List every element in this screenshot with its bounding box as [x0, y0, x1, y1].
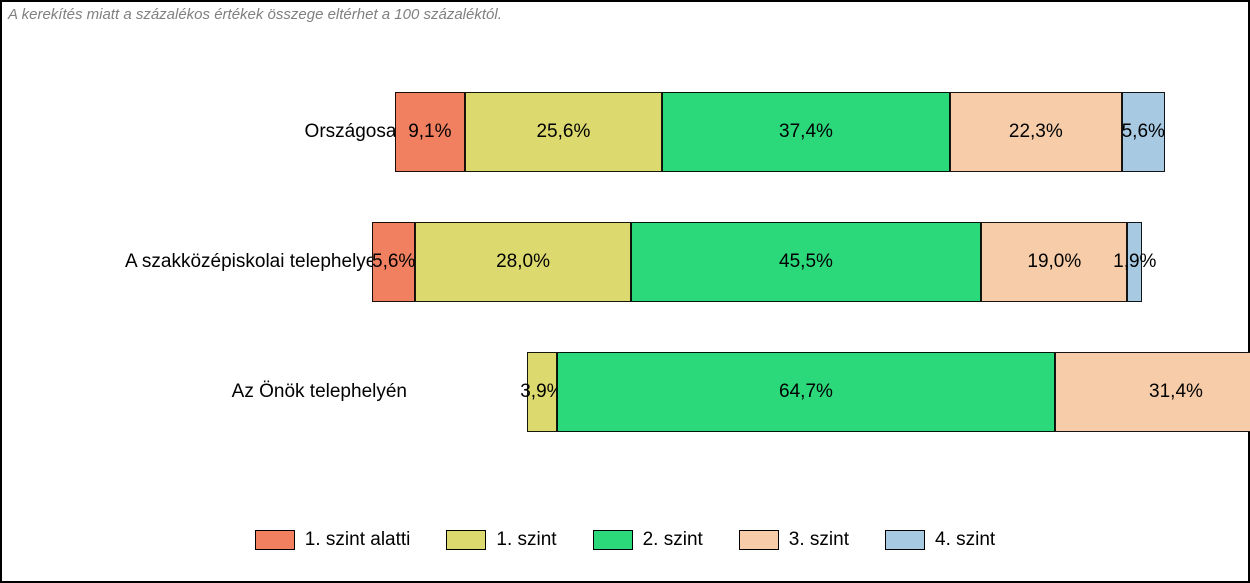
bar-segment-label: 25,6%: [536, 121, 590, 143]
legend-item: 3. szint: [739, 529, 849, 551]
bar-segment-label: 19,0%: [1027, 251, 1081, 273]
legend-item: 2. szint: [593, 529, 703, 551]
bar-segment: 5,6%: [1122, 92, 1165, 172]
bar-track: 3,9%64,7%31,4%: [421, 352, 1188, 432]
legend-swatch: [593, 530, 633, 550]
bar-segment: 25,6%: [465, 92, 662, 172]
bar-row: A szakközépiskolai telephelyeken5,6% 28,0…: [2, 222, 1188, 302]
bar-track: 5,6%28,0%45,5%19,0%1,9%: [421, 222, 1188, 302]
bar-segment-label: 37,4%: [779, 121, 833, 143]
bar-segment-label: 1,9%: [1113, 251, 1156, 273]
footnote-text: A kerekítés miatt a százalékos értékek ö…: [8, 6, 502, 23]
legend-label: 2. szint: [643, 529, 703, 551]
legend-label: 1. szint alatti: [305, 529, 411, 551]
bar-segment-label: 5,6%: [1122, 121, 1165, 143]
bar-segment: 31,4%: [1055, 352, 1250, 432]
bar-row-label: Az Önök telephelyén: [2, 381, 421, 403]
chart-frame: A kerekítés miatt a százalékos értékek ö…: [0, 0, 1250, 583]
bar-row: Országosan9,1% 25,6% 37,4% 22,3% 5,6%: [2, 92, 1188, 172]
bar-segment: 19,0%: [981, 222, 1127, 302]
bar-segment: 45,5%: [631, 222, 981, 302]
bar-segment: 37,4%: [662, 92, 950, 172]
legend-item: 1. szint alatti: [255, 529, 411, 551]
bar-segment-label: 5,6%: [372, 251, 415, 273]
legend-item: 4. szint: [885, 529, 995, 551]
bar-segment-label: 28,0%: [496, 251, 550, 273]
legend-label: 4. szint: [935, 529, 995, 551]
bar-segment-label: 22,3%: [1009, 121, 1063, 143]
legend-label: 3. szint: [789, 529, 849, 551]
bar-segment: 1,9%: [1127, 222, 1142, 302]
legend-swatch: [739, 530, 779, 550]
legend-label: 1. szint: [496, 529, 556, 551]
bar-row-label: A szakközépiskolai telephelyeken: [2, 251, 421, 273]
bar-segment-label: 31,4%: [1149, 381, 1203, 403]
legend-swatch: [255, 530, 295, 550]
bar-segment: 28,0%: [415, 222, 631, 302]
bar-segment: 64,7%: [557, 352, 1055, 432]
bar-row-label: Országosan: [2, 121, 421, 143]
bar-segment: 9,1%: [395, 92, 465, 172]
bar-row: Az Önök telephelyén3,9%64,7%31,4%: [2, 352, 1188, 432]
bar-segment: 5,6%: [372, 222, 415, 302]
legend-swatch: [446, 530, 486, 550]
chart-area: Országosan9,1%25,6%37,4%22,3%5,6%A szakk…: [2, 62, 1248, 461]
bar-segment: 3,9%: [527, 352, 557, 432]
bar-track: 9,1%25,6%37,4%22,3%5,6%: [421, 92, 1188, 172]
bar-segment: 22,3%: [950, 92, 1122, 172]
legend-swatch: [885, 530, 925, 550]
legend: 1. szint alatti 1. szint 2. szint 3. szint 4…: [2, 529, 1248, 551]
bar-segment-label: 9,1%: [408, 121, 451, 143]
legend-item: 1. szint: [446, 529, 556, 551]
bar-segment-label: 64,7%: [779, 381, 833, 403]
bar-segment-label: 45,5%: [779, 251, 833, 273]
